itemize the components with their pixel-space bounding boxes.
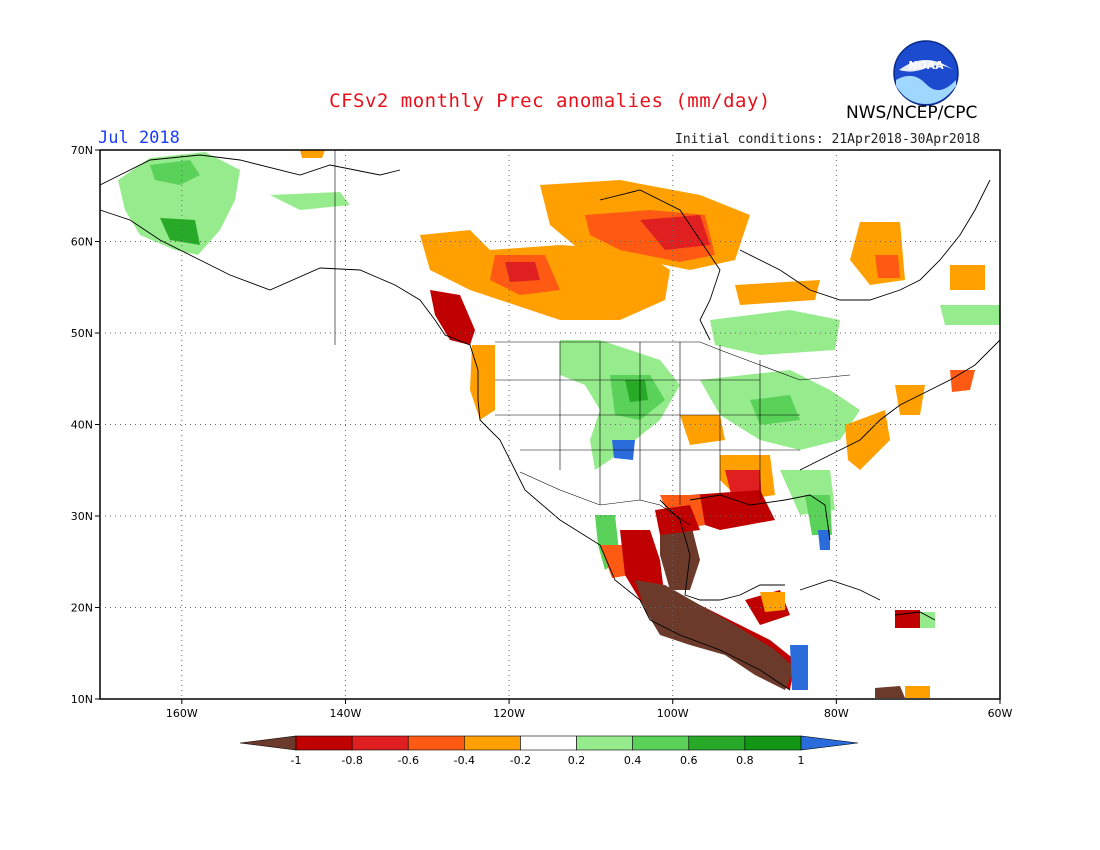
longitude-labels: 160W 140W 120W 100W 80W 60W bbox=[166, 699, 1013, 720]
gridlines bbox=[100, 150, 1000, 699]
lat-tick-label: 60N bbox=[71, 236, 93, 249]
noaa-logo: NOAA bbox=[893, 40, 959, 106]
lat-tick-label: 10N bbox=[71, 693, 93, 706]
noaa-logo-text: NOAA bbox=[908, 59, 944, 72]
colorbar-tick-label: -0.6 bbox=[397, 754, 418, 767]
lat-tick-label: 70N bbox=[71, 144, 93, 157]
chart-title: CFSv2 monthly Prec anomalies (mm/day) bbox=[329, 90, 771, 112]
valid-month: Jul 2018 bbox=[98, 128, 180, 148]
colorbar-swatch bbox=[407, 735, 465, 751]
colorbar-swatch bbox=[464, 735, 521, 751]
colorbar-swatch bbox=[632, 735, 690, 751]
lon-tick-label: 140W bbox=[330, 707, 362, 720]
colorbar-tick-label: -0.8 bbox=[341, 754, 362, 767]
colorbar-tick-label: 0.4 bbox=[624, 754, 642, 767]
colorbar-tick-label: 0.2 bbox=[568, 754, 586, 767]
lat-tick-label: 50N bbox=[71, 327, 93, 340]
colorbar-arrow-low bbox=[239, 735, 297, 751]
colorbar-swatch bbox=[295, 735, 353, 751]
political-borders bbox=[334, 150, 851, 526]
latitude-labels: 70N 60N 50N 40N 30N 20N 10N bbox=[71, 144, 100, 706]
colorbar-legend: -1 -0.8 -0.6 -0.4 -0.2 0.2 0.4 0.6 0.8 1 bbox=[239, 735, 859, 767]
colorbar-tick-label: -0.2 bbox=[510, 754, 531, 767]
colorbar-arrow-high bbox=[800, 735, 859, 751]
lon-tick-label: 100W bbox=[657, 707, 689, 720]
colorbar-tick-label: -1 bbox=[291, 754, 302, 767]
colorbar-swatch bbox=[576, 735, 633, 751]
colorbar-swatch bbox=[520, 735, 577, 751]
lon-tick-label: 160W bbox=[166, 707, 198, 720]
colorbar-tick-label: -0.4 bbox=[454, 754, 475, 767]
lon-tick-label: 60W bbox=[988, 707, 1013, 720]
lat-tick-label: 30N bbox=[71, 510, 93, 523]
lat-tick-label: 40N bbox=[71, 419, 93, 432]
initial-conditions: Initial conditions: 21Apr2018-30Apr2018 bbox=[675, 132, 981, 147]
colorbar-swatch bbox=[351, 735, 409, 751]
colorbar-tick-label: 1 bbox=[798, 754, 805, 767]
lon-tick-label: 80W bbox=[824, 707, 849, 720]
lon-tick-label: 120W bbox=[493, 707, 525, 720]
colorbar-swatch bbox=[744, 735, 802, 751]
colorbar-tick-label: 0.6 bbox=[680, 754, 698, 767]
colorbar-tick-label: 0.8 bbox=[736, 754, 754, 767]
lat-tick-label: 20N bbox=[71, 602, 93, 615]
colorbar-swatch bbox=[688, 735, 746, 751]
agency-label: NWS/NCEP/CPC bbox=[846, 103, 978, 123]
